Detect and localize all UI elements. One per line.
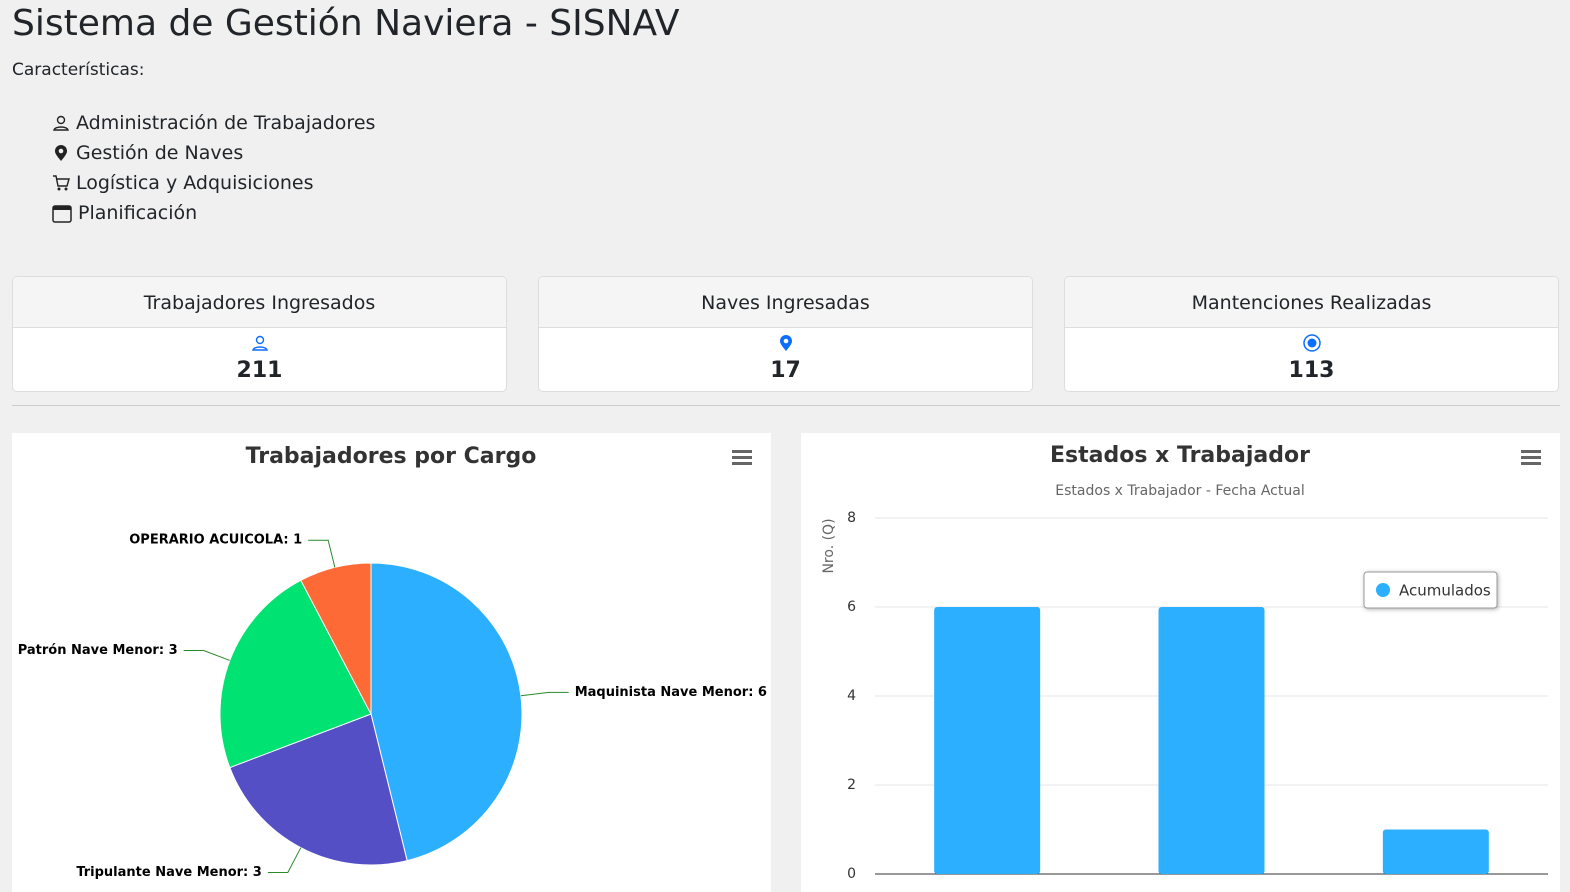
feature-text: Logística y Adquisiciones: [76, 172, 314, 194]
connector: [267, 847, 302, 873]
features-label: Características:: [12, 60, 145, 80]
feature-text: Gestión de Naves: [76, 142, 244, 164]
connector: [308, 539, 336, 568]
card-title: Mantenciones Realizadas: [1065, 277, 1558, 328]
y-axis-title: Nro. (Q): [821, 518, 837, 573]
legend-label[interactable]: Acumulados: [1399, 582, 1491, 600]
stat-card: Naves Ingresadas 17: [538, 276, 1033, 392]
bar: [1382, 829, 1489, 874]
card-value: 113: [1288, 358, 1335, 383]
chart-title: Trabajadores por Cargo: [246, 444, 537, 469]
data-label: OPERARIO ACUICOLA: 1: [129, 533, 302, 548]
menu-button[interactable]: [1521, 450, 1541, 465]
pie-slice: [219, 579, 372, 769]
y-tick-label: 0: [847, 866, 856, 882]
y-tick-label: 2: [847, 777, 856, 793]
card-title: Naves Ingresadas: [539, 277, 1032, 328]
feature-text: Administración de Trabajadores: [76, 112, 376, 134]
card-title: Trabajadores Ingresados: [13, 277, 506, 328]
feature: Logística y Adquisiciones: [52, 168, 375, 198]
y-tick-label: 4: [847, 688, 856, 704]
data-label: Patrón Nave Menor: 3: [18, 643, 178, 658]
feature: Gestión de Naves: [52, 138, 375, 168]
divider: [12, 405, 1560, 406]
bar: [934, 607, 1041, 874]
chart-title: Estados x Trabajador: [1050, 443, 1310, 468]
card-value: 211: [236, 358, 283, 383]
pie-slice: [229, 713, 408, 866]
data-label: Maquinista Nave Menor: 6: [575, 685, 767, 700]
feature: Planificación: [52, 198, 375, 228]
y-tick-label: 8: [847, 510, 856, 526]
pie-slice: [370, 562, 523, 862]
card-value: 17: [770, 358, 801, 383]
legend-box: [1363, 571, 1498, 609]
menu-button[interactable]: [732, 450, 752, 465]
pie-chart: Trabajadores por Cargo Maquinista Nave M…: [12, 433, 771, 892]
chart-subtitle: Estados x Trabajador - Fecha Actual: [1055, 483, 1304, 499]
bar: [1158, 607, 1265, 874]
data-label: Tripulante Nave Menor: 3: [76, 865, 262, 880]
legend-marker: [1376, 583, 1390, 597]
feature: Administración de Trabajadores: [52, 108, 375, 138]
stat-card: Trabajadores Ingresados 211: [12, 276, 507, 392]
feature-list: Administración de Trabajadores Gestión d…: [52, 108, 375, 228]
feature-text: Planificación: [78, 202, 198, 224]
stat-card: Mantenciones Realizadas 113: [1064, 276, 1559, 392]
connector: [520, 691, 569, 697]
page-title: Sistema de Gestión Naviera - SISNAV: [12, 3, 680, 44]
bar-chart: Estados x Trabajador Estados x Trabajado…: [801, 433, 1560, 892]
y-tick-label: 6: [847, 599, 856, 615]
connector: [183, 650, 230, 661]
